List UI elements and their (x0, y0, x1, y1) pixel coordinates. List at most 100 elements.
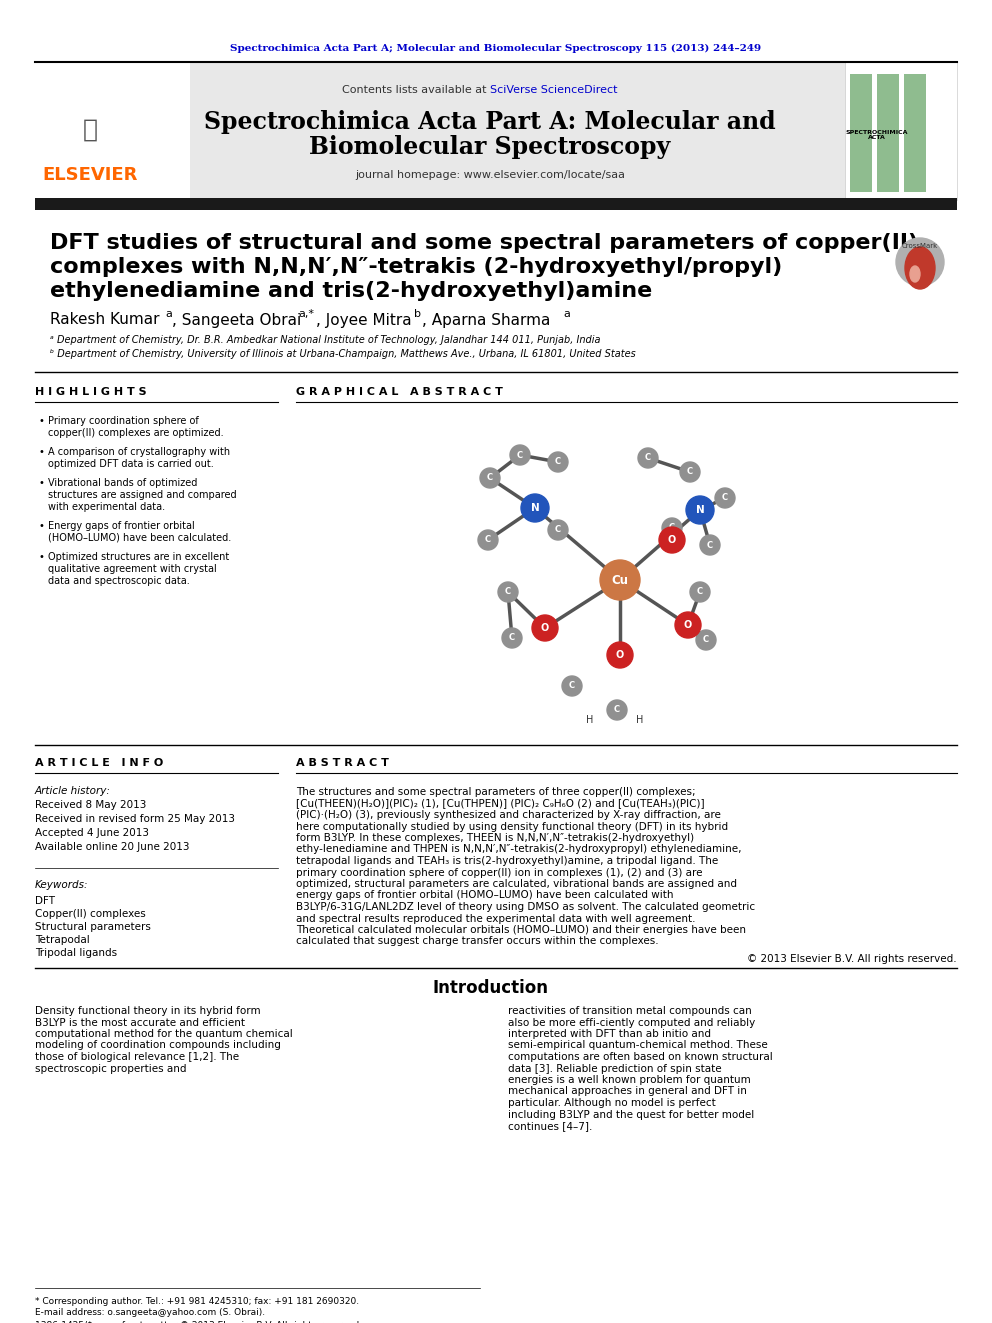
Circle shape (498, 582, 518, 602)
Text: O: O (683, 620, 692, 630)
Text: DFT: DFT (35, 896, 55, 906)
Circle shape (521, 493, 549, 523)
Text: Rakesh Kumar: Rakesh Kumar (50, 312, 160, 328)
Text: journal homepage: www.elsevier.com/locate/saa: journal homepage: www.elsevier.com/locat… (355, 169, 625, 180)
Text: Introduction: Introduction (432, 979, 548, 998)
Text: mechanical approaches in general and DFT in: mechanical approaches in general and DFT… (508, 1086, 747, 1097)
Text: H: H (586, 714, 593, 725)
Text: particular. Although no model is perfect: particular. Although no model is perfect (508, 1098, 716, 1107)
Text: those of biological relevance [1,2]. The: those of biological relevance [1,2]. The (35, 1052, 239, 1062)
Circle shape (662, 519, 682, 538)
Text: E-mail address: o.sangeeta@yahoo.com (S. Obrai).: E-mail address: o.sangeeta@yahoo.com (S.… (35, 1308, 265, 1316)
Text: Available online 20 June 2013: Available online 20 June 2013 (35, 841, 189, 852)
Text: structures are assigned and compared: structures are assigned and compared (48, 490, 237, 500)
Text: reactivities of transition metal compounds can: reactivities of transition metal compoun… (508, 1005, 752, 1016)
Text: C: C (669, 524, 676, 532)
Ellipse shape (905, 247, 935, 288)
Text: Energy gaps of frontier orbital: Energy gaps of frontier orbital (48, 521, 194, 531)
Text: Theoretical calculated molecular orbitals (HOMO–LUMO) and their energies have be: Theoretical calculated molecular orbital… (296, 925, 746, 935)
Text: C: C (722, 493, 728, 503)
Text: data [3]. Reliable prediction of spin state: data [3]. Reliable prediction of spin st… (508, 1064, 721, 1073)
Circle shape (696, 630, 716, 650)
Text: ᵃ Department of Chemistry, Dr. B.R. Ambedkar National Institute of Technology, J: ᵃ Department of Chemistry, Dr. B.R. Ambe… (50, 335, 600, 345)
Text: semi-empirical quantum-chemical method. These: semi-empirical quantum-chemical method. … (508, 1040, 768, 1050)
Circle shape (607, 700, 627, 720)
Text: C: C (703, 635, 709, 644)
Text: C: C (697, 587, 703, 597)
Circle shape (638, 448, 658, 468)
Text: A R T I C L E   I N F O: A R T I C L E I N F O (35, 758, 164, 767)
Text: modeling of coordination compounds including: modeling of coordination compounds inclu… (35, 1040, 281, 1050)
Circle shape (686, 496, 714, 524)
Text: A B S T R A C T: A B S T R A C T (296, 758, 389, 767)
Text: data and spectroscopic data.: data and spectroscopic data. (48, 576, 189, 586)
Circle shape (675, 613, 701, 638)
Text: C: C (645, 454, 651, 463)
Text: A comparison of crystallography with: A comparison of crystallography with (48, 447, 230, 456)
Text: spectroscopic properties and: spectroscopic properties and (35, 1064, 186, 1073)
Text: ethylenediamine and tris(2-hydroxyethyl)amine: ethylenediamine and tris(2-hydroxyethyl)… (50, 280, 653, 302)
Text: •: • (39, 552, 45, 562)
Text: Tripodal ligands: Tripodal ligands (35, 949, 117, 958)
Text: including B3LYP and the quest for better model: including B3LYP and the quest for better… (508, 1110, 754, 1119)
Text: Structural parameters: Structural parameters (35, 922, 151, 931)
Circle shape (478, 531, 498, 550)
Text: •: • (39, 447, 45, 456)
Text: C: C (509, 634, 515, 643)
Text: C: C (505, 587, 511, 597)
Text: H I G H L I G H T S: H I G H L I G H T S (35, 388, 147, 397)
Text: energies is a well known problem for quantum: energies is a well known problem for qua… (508, 1076, 751, 1085)
Circle shape (690, 582, 710, 602)
Text: C: C (569, 681, 575, 691)
Circle shape (600, 560, 640, 601)
Text: Contents lists available at: Contents lists available at (342, 85, 490, 95)
Text: ᵇ Department of Chemistry, University of Illinois at Urbana-Champaign, Matthews : ᵇ Department of Chemistry, University of… (50, 349, 636, 359)
Text: Spectrochimica Acta Part A; Molecular and Biomolecular Spectroscopy 115 (2013) 2: Spectrochimica Acta Part A; Molecular an… (230, 44, 762, 53)
Text: C: C (614, 705, 620, 714)
Text: Spectrochimica Acta Part A: Molecular and: Spectrochimica Acta Part A: Molecular an… (204, 110, 776, 134)
Bar (850, 74, 872, 192)
Circle shape (532, 615, 558, 642)
Text: here computationally studied by using density functional theory (DFT) in its hyb: here computationally studied by using de… (296, 822, 728, 831)
Text: , Joyee Mitra: , Joyee Mitra (316, 312, 412, 328)
Text: 1386-1425/$ – see front matter © 2013 Elsevier B.V. All rights reserved.: 1386-1425/$ – see front matter © 2013 El… (35, 1320, 362, 1323)
Bar (35, 198, 957, 210)
Text: C: C (517, 451, 523, 459)
Circle shape (502, 628, 522, 648)
Text: B3LYP is the most accurate and efficient: B3LYP is the most accurate and efficient (35, 1017, 245, 1028)
Circle shape (548, 520, 568, 540)
Text: •: • (39, 478, 45, 488)
Text: SciVerse ScienceDirect: SciVerse ScienceDirect (490, 85, 617, 95)
Text: O: O (541, 623, 550, 632)
Text: continues [4–7].: continues [4–7]. (508, 1121, 592, 1131)
Text: calculated that suggest charge transfer occurs within the complexes.: calculated that suggest charge transfer … (296, 937, 659, 946)
Text: Received in revised form 25 May 2013: Received in revised form 25 May 2013 (35, 814, 235, 824)
Text: DFT studies of structural and some spectral parameters of copper(II): DFT studies of structural and some spect… (50, 233, 919, 253)
Text: complexes with N,N,N′,N″-tetrakis (2-hydroxyethyl/propyl): complexes with N,N,N′,N″-tetrakis (2-hyd… (50, 257, 783, 277)
Text: Copper(II) complexes: Copper(II) complexes (35, 909, 146, 919)
Circle shape (700, 534, 720, 556)
Ellipse shape (910, 266, 920, 282)
Text: * Corresponding author. Tel.: +91 981 4245310; fax: +91 181 2690320.: * Corresponding author. Tel.: +91 981 42… (35, 1297, 359, 1306)
Text: computational method for the quantum chemical: computational method for the quantum che… (35, 1029, 293, 1039)
Bar (845, 62, 957, 200)
Text: C: C (487, 474, 493, 483)
Text: primary coordination sphere of copper(II) ion in complexes (1), (2) and (3) are: primary coordination sphere of copper(II… (296, 868, 702, 877)
Text: with experimental data.: with experimental data. (48, 501, 165, 512)
Text: O: O (668, 534, 677, 545)
Text: N: N (531, 503, 540, 513)
Text: a: a (563, 310, 569, 319)
Text: Accepted 4 June 2013: Accepted 4 June 2013 (35, 828, 149, 837)
Bar (35, 62, 190, 200)
Text: © 2013 Elsevier B.V. All rights reserved.: © 2013 Elsevier B.V. All rights reserved… (747, 954, 957, 964)
Text: •: • (39, 521, 45, 531)
Text: O: O (616, 650, 624, 660)
Text: tetrapodal ligands and TEAH₃ is tris(2-hydroxyethyl)amine, a tripodal ligand. Th: tetrapodal ligands and TEAH₃ is tris(2-h… (296, 856, 718, 867)
Text: copper(II) complexes are optimized.: copper(II) complexes are optimized. (48, 429, 223, 438)
Circle shape (659, 527, 685, 553)
Text: ethy-lenediamine and THPEN is N,N,N′,N″-tetrakis(2-hydroxypropyl) ethylenediamin: ethy-lenediamine and THPEN is N,N,N′,N″-… (296, 844, 741, 855)
Text: , Sangeeta Obrai: , Sangeeta Obrai (172, 312, 302, 328)
Text: optimized, structural parameters are calculated, vibrational bands are assigned : optimized, structural parameters are cal… (296, 878, 737, 889)
Text: Primary coordination sphere of: Primary coordination sphere of (48, 415, 198, 426)
Text: energy gaps of frontier orbital (HOMO–LUMO) have been calculated with: energy gaps of frontier orbital (HOMO–LU… (296, 890, 674, 901)
